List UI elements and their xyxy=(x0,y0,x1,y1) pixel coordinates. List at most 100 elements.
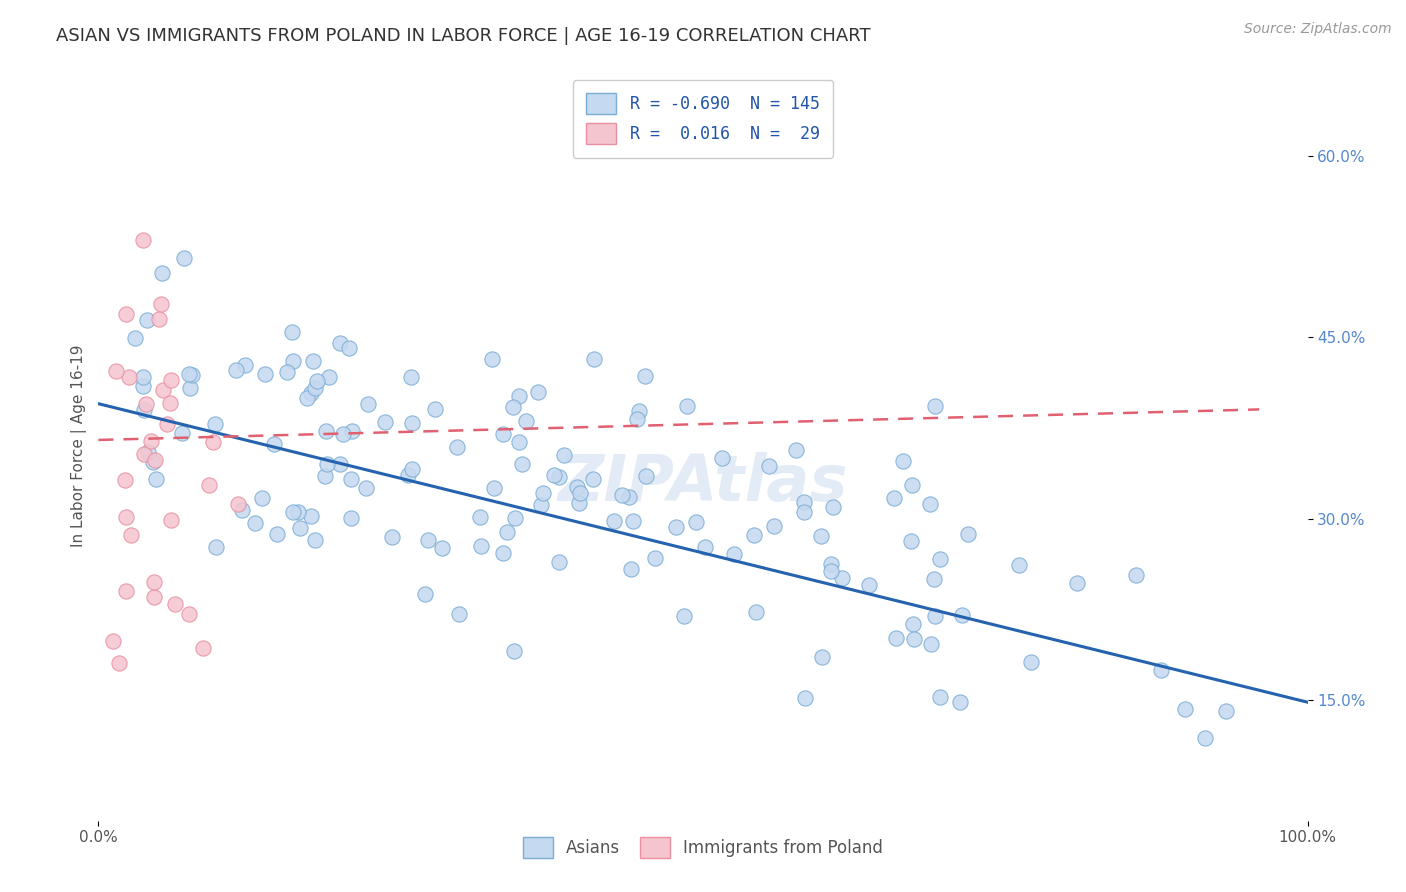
Point xyxy=(418,533,440,547)
Point xyxy=(135,397,157,411)
Point xyxy=(496,524,519,539)
Point xyxy=(582,352,605,367)
Point xyxy=(883,491,905,505)
Point xyxy=(612,488,634,502)
Point xyxy=(621,514,644,528)
Point xyxy=(181,368,204,383)
Point xyxy=(920,497,942,511)
Point xyxy=(225,363,247,377)
Point xyxy=(567,480,589,494)
Point xyxy=(139,434,162,448)
Point xyxy=(374,415,396,429)
Point xyxy=(793,505,815,519)
Point xyxy=(785,442,807,457)
Point xyxy=(152,384,174,398)
Point xyxy=(108,656,131,670)
Point xyxy=(920,637,942,651)
Text: ZIPAtlas: ZIPAtlas xyxy=(558,452,848,515)
Point xyxy=(634,369,657,384)
Point xyxy=(396,467,419,482)
Point xyxy=(900,478,922,492)
Point xyxy=(900,534,922,549)
Point xyxy=(929,690,952,704)
Point xyxy=(676,399,699,413)
Point xyxy=(711,451,734,466)
Point xyxy=(620,562,643,576)
Point xyxy=(1215,704,1237,718)
Point xyxy=(354,481,377,495)
Point xyxy=(381,530,404,544)
Point xyxy=(413,586,436,600)
Point xyxy=(136,312,159,326)
Point xyxy=(156,417,179,431)
Point xyxy=(626,411,648,425)
Point xyxy=(337,341,360,355)
Point xyxy=(1125,567,1147,582)
Point xyxy=(1066,575,1088,590)
Point xyxy=(318,369,340,384)
Point xyxy=(527,384,550,399)
Point xyxy=(515,414,537,428)
Point xyxy=(132,402,155,417)
Point xyxy=(673,608,696,623)
Point xyxy=(252,491,274,505)
Point xyxy=(924,399,946,413)
Point xyxy=(425,401,447,416)
Point xyxy=(287,505,309,519)
Point xyxy=(142,590,165,604)
Point xyxy=(179,367,201,381)
Point xyxy=(305,374,328,388)
Point xyxy=(114,473,136,487)
Point xyxy=(401,461,423,475)
Point xyxy=(481,351,503,366)
Point xyxy=(283,505,305,519)
Point xyxy=(299,508,322,523)
Point xyxy=(197,477,219,491)
Point xyxy=(254,368,277,382)
Point xyxy=(548,555,571,569)
Point xyxy=(502,400,524,414)
Y-axis label: In Labor Force | Age 16-19: In Labor Force | Age 16-19 xyxy=(72,344,87,548)
Point xyxy=(150,297,173,311)
Point xyxy=(290,521,312,535)
Point xyxy=(132,379,155,393)
Text: Source: ZipAtlas.com: Source: ZipAtlas.com xyxy=(1244,22,1392,37)
Point xyxy=(105,364,128,378)
Point xyxy=(136,444,159,458)
Point xyxy=(281,325,304,339)
Point xyxy=(924,609,946,624)
Point xyxy=(950,607,973,622)
Point xyxy=(299,385,322,400)
Point xyxy=(665,520,688,534)
Point xyxy=(492,427,515,442)
Point xyxy=(568,486,591,500)
Point xyxy=(115,307,138,321)
Point xyxy=(231,502,253,516)
Point xyxy=(401,370,423,384)
Point xyxy=(903,632,925,646)
Point xyxy=(1173,702,1195,716)
Legend: Asians, Immigrants from Poland: Asians, Immigrants from Poland xyxy=(516,830,890,864)
Point xyxy=(685,516,707,530)
Point xyxy=(340,472,363,486)
Point xyxy=(502,644,524,658)
Point xyxy=(266,527,288,541)
Point xyxy=(1150,663,1173,677)
Point xyxy=(508,389,530,403)
Point xyxy=(446,440,468,454)
Point xyxy=(508,435,530,450)
Point xyxy=(693,540,716,554)
Point xyxy=(884,631,907,645)
Point xyxy=(142,574,165,589)
Point xyxy=(484,481,506,495)
Point xyxy=(793,495,815,509)
Point xyxy=(470,509,492,524)
Point xyxy=(143,452,166,467)
Point xyxy=(339,511,361,525)
Point xyxy=(145,473,167,487)
Point xyxy=(173,251,195,265)
Point xyxy=(142,454,165,468)
Point xyxy=(263,436,285,450)
Text: ASIAN VS IMMIGRANTS FROM POLAND IN LABOR FORCE | AGE 16-19 CORRELATION CHART: ASIAN VS IMMIGRANTS FROM POLAND IN LABOR… xyxy=(56,27,870,45)
Point xyxy=(170,426,193,441)
